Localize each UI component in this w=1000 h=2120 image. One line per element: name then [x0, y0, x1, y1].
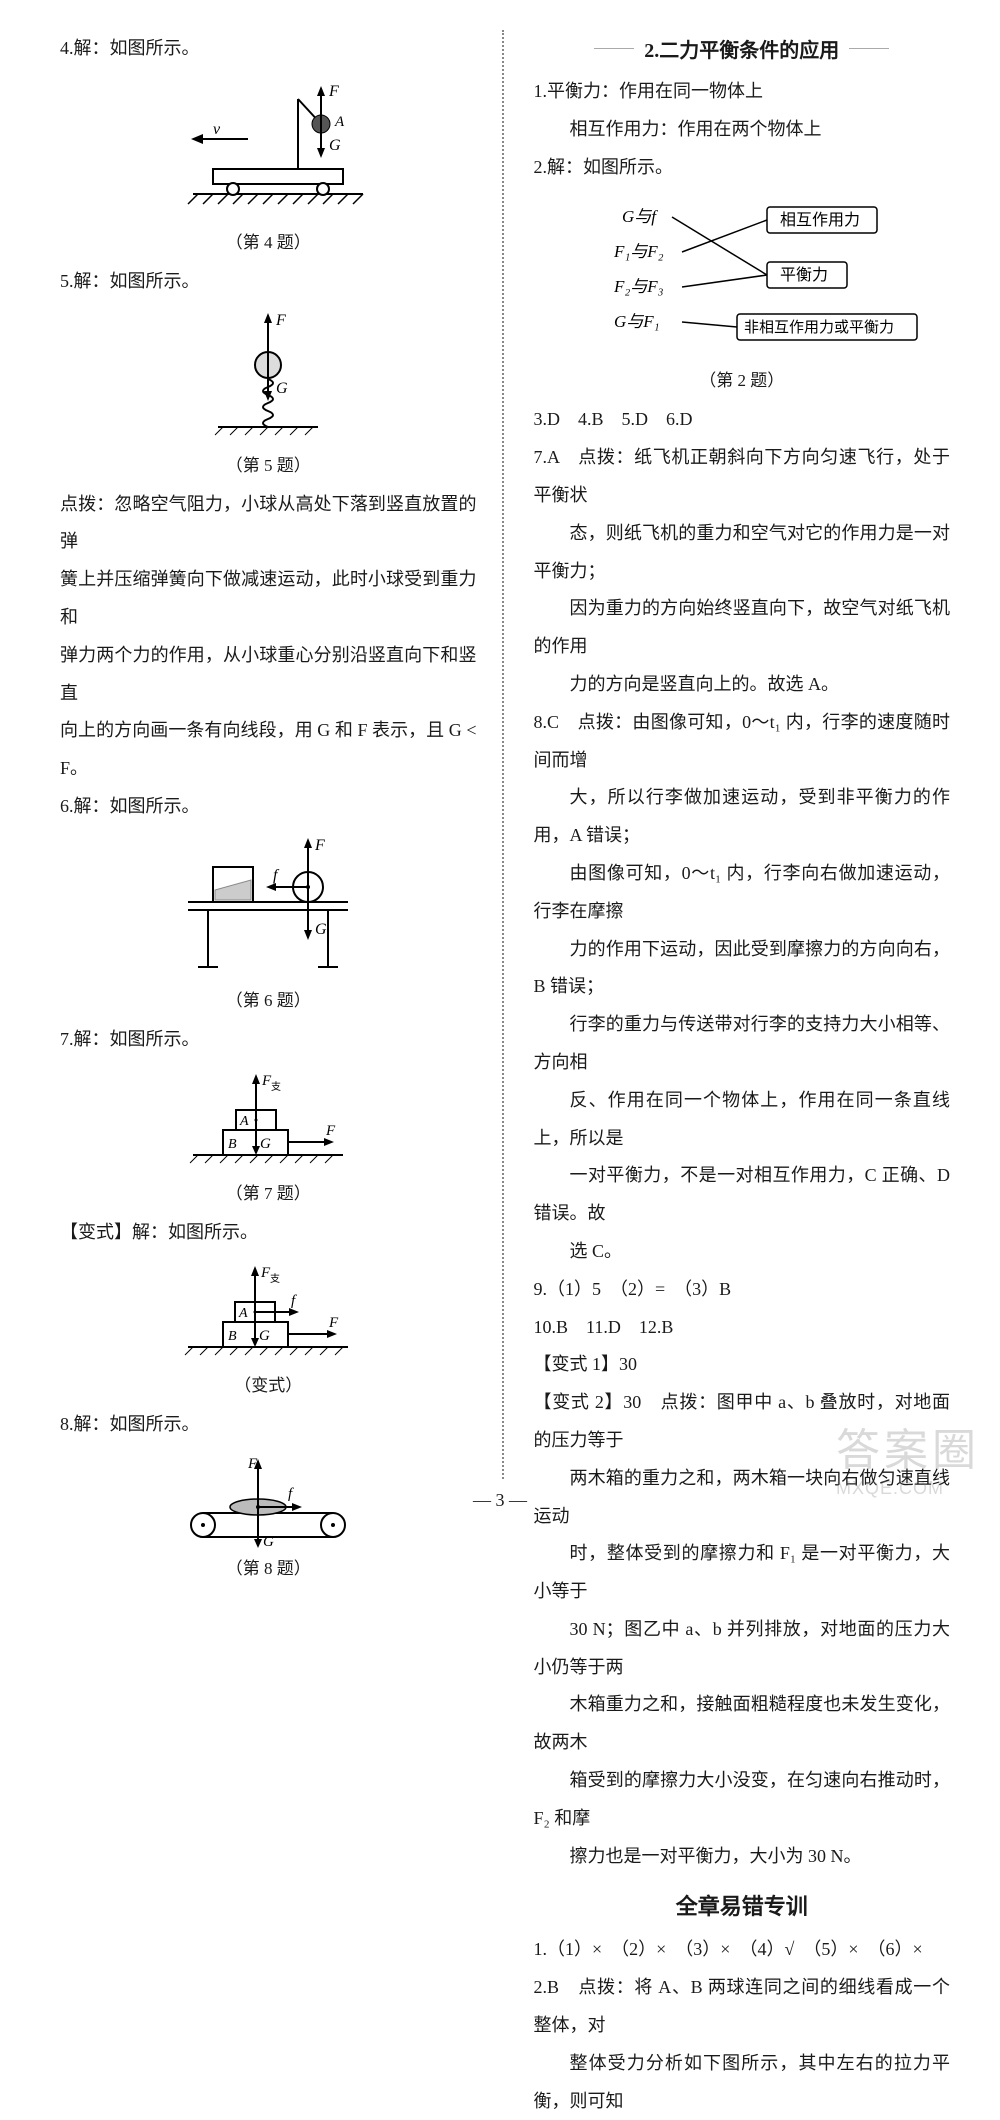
- r-q3-6: 3.D 4.B 5.D 6.D: [534, 401, 951, 439]
- q4-figure: F G A v: [60, 74, 477, 224]
- section-title: 2.二力平衡条件的应用: [534, 34, 951, 63]
- r-v1: 【变式 1】30: [534, 1346, 951, 1384]
- watermark-line2: MXQE.COM: [836, 1478, 980, 1499]
- r-q8-0: 8.C 点拨：由图像可知，0～t₁ 内，行李的速度随时间而增: [534, 704, 951, 780]
- svg-text:B: B: [228, 1137, 237, 1152]
- r-e2-1: 整体受力分析如下图所示，其中左右的拉力平衡，则可知: [534, 2045, 951, 2120]
- r-q8-1: 大，所以行李做加速运动，受到非平衡力的作用，A 错误；: [534, 779, 951, 855]
- r-q7-1: 态，则纸飞机的重力和空气对它的作用力是一对平衡力；: [534, 515, 951, 591]
- r-q2-figure: G与f F₁与F₂ F₂与F₃ G与F₁ 相互作用力 平衡力 非相互作用力或平衡…: [534, 192, 951, 362]
- subsection-title: 全章易错专训: [534, 1889, 951, 1921]
- svg-text:F: F: [328, 1315, 339, 1331]
- svg-text:相互作用力: 相互作用力: [780, 211, 860, 229]
- svg-text:v: v: [213, 121, 221, 138]
- r-v2-6: 擦力也是一对平衡力，大小为 30 N。: [534, 1838, 951, 1876]
- svg-text:F: F: [275, 312, 286, 329]
- r-e1: 1.（1）× （2）× （3）× （4）√ （5）× （6）×: [534, 1931, 951, 1969]
- svg-text:支: 支: [271, 1081, 281, 1093]
- q5-expl-0: 点拨：忽略空气阻力，小球从高处下落到竖直放置的弹: [60, 486, 477, 562]
- r-v2-3: 30 N；图乙中 a、b 并列排放，对地面的压力大小仍等于两: [534, 1611, 951, 1687]
- r-q8-6: 一对平衡力，不是一对相互作用力，C 正确、D 错误。故: [534, 1157, 951, 1233]
- svg-text:F₁与F₂: F₁与F₂: [613, 242, 664, 261]
- q5-expl-3: 向上的方向画一条有向线段，用 G 和 F 表示，且 G < F。: [60, 712, 477, 788]
- q5-label: 5.解：如图所示。: [60, 263, 477, 301]
- q5-expl-2: 弹力两个力的作用，从小球重心分别沿竖直向下和竖直: [60, 637, 477, 713]
- svg-text:支: 支: [270, 1273, 280, 1285]
- q6-figure: F f G: [60, 832, 477, 982]
- r-q8-3: 力的作用下运动，因此受到摩擦力的方向向右，B 错误；: [534, 931, 951, 1007]
- svg-text:f: f: [273, 867, 280, 884]
- watermark: 答案圈 MXQE.COM: [836, 1414, 980, 1499]
- r-q2-label: 2.解：如图所示。: [534, 149, 951, 187]
- q7-label: 7.解：如图所示。: [60, 1021, 477, 1059]
- svg-text:F: F: [328, 83, 339, 100]
- q7-figure: A B F支 G F: [60, 1065, 477, 1175]
- section-title-text: 2.二力平衡条件的应用: [644, 34, 839, 63]
- svg-text:f: f: [291, 1293, 297, 1309]
- column-divider: [502, 30, 504, 1479]
- r-v2-5: 箱受到的摩擦力大小没变，在匀速向右推动时，F₂ 和摩: [534, 1762, 951, 1838]
- r-q10-12: 10.B 11.D 12.B: [534, 1309, 951, 1347]
- r-q7-0: 7.A 点拨：纸飞机正朝斜向下方向匀速飞行，处于平衡状: [534, 439, 951, 515]
- r-v2-2: 时，整体受到的摩擦力和 F₁ 是一对平衡力，大小等于: [534, 1535, 951, 1611]
- svg-text:G与f: G与f: [622, 207, 658, 226]
- r-q7-3: 力的方向是竖直向上的。故选 A。: [534, 666, 951, 704]
- q4-label: 4.解：如图所示。: [60, 30, 477, 68]
- r-q2-caption: （第 2 题）: [534, 366, 951, 391]
- r-q1-0: 1.平衡力：作用在同一物体上: [534, 73, 951, 111]
- svg-text:G: G: [315, 921, 327, 938]
- q7-caption: （第 7 题）: [60, 1179, 477, 1204]
- svg-text:平衡力: 平衡力: [780, 266, 828, 284]
- svg-text:B: B: [228, 1329, 237, 1344]
- svg-text:A: A: [239, 1114, 249, 1129]
- r-e2-0: 2.B 点拨：将 A、B 两球连同之间的细线看成一个整体，对: [534, 1969, 951, 2045]
- q5-figure: F G: [60, 307, 477, 447]
- svg-text:G: G: [260, 1136, 271, 1152]
- svg-text:G: G: [263, 1534, 274, 1550]
- svg-text:F: F: [247, 1456, 258, 1472]
- q7v-caption: （变式）: [60, 1371, 477, 1396]
- svg-text:G: G: [276, 380, 288, 397]
- r-q8-5: 反、作用在同一个物体上，作用在同一条直线上，所以是: [534, 1082, 951, 1158]
- watermark-line1: 答案圈: [836, 1414, 980, 1478]
- q5-expl-1: 簧上并压缩弹簧向下做减速运动，此时小球受到重力和: [60, 561, 477, 637]
- r-q1-1: 相互作用力：作用在两个物体上: [534, 111, 951, 149]
- q4-caption: （第 4 题）: [60, 228, 477, 253]
- svg-text:G: G: [329, 137, 341, 154]
- left-column: 4.解：如图所示。 F: [60, 30, 497, 1479]
- r-v2-4: 木箱重力之和，接触面粗糙程度也未发生变化，故两木: [534, 1686, 951, 1762]
- r-q8-2: 由图像可知，0～t₁ 内，行李向右做加速运动，行李在摩擦: [534, 855, 951, 931]
- q6-caption: （第 6 题）: [60, 986, 477, 1011]
- svg-text:F₂与F₃: F₂与F₃: [613, 277, 664, 296]
- q7v-label: 【变式】解：如图所示。: [60, 1214, 477, 1252]
- q5-caption: （第 5 题）: [60, 451, 477, 476]
- q7v-figure: A B F支 G f F: [60, 1257, 477, 1367]
- r-q8-7: 选 C。: [534, 1233, 951, 1271]
- q8-label: 8.解：如图所示。: [60, 1406, 477, 1444]
- q8-caption: （第 8 题）: [60, 1554, 477, 1579]
- svg-text:非相互作用力或平衡力: 非相互作用力或平衡力: [744, 319, 894, 336]
- svg-text:G与F₁: G与F₁: [614, 312, 660, 331]
- svg-text:A: A: [334, 114, 345, 130]
- page-root: 4.解：如图所示。 F: [0, 0, 1000, 1529]
- q6-label: 6.解：如图所示。: [60, 788, 477, 826]
- r-q8-4: 行李的重力与传送带对行李的支持力大小相等、方向相: [534, 1006, 951, 1082]
- svg-text:A: A: [238, 1306, 248, 1321]
- svg-text:G: G: [259, 1328, 270, 1344]
- right-column: 2.二力平衡条件的应用 1.平衡力：作用在同一物体上 相互作用力：作用在两个物体…: [509, 30, 951, 1479]
- r-q9: 9.（1）5 （2）= （3）B: [534, 1271, 951, 1309]
- r-q7-2: 因为重力的方向始终竖直向下，故空气对纸飞机的作用: [534, 590, 951, 666]
- svg-text:F: F: [314, 837, 325, 854]
- svg-text:F: F: [325, 1123, 336, 1139]
